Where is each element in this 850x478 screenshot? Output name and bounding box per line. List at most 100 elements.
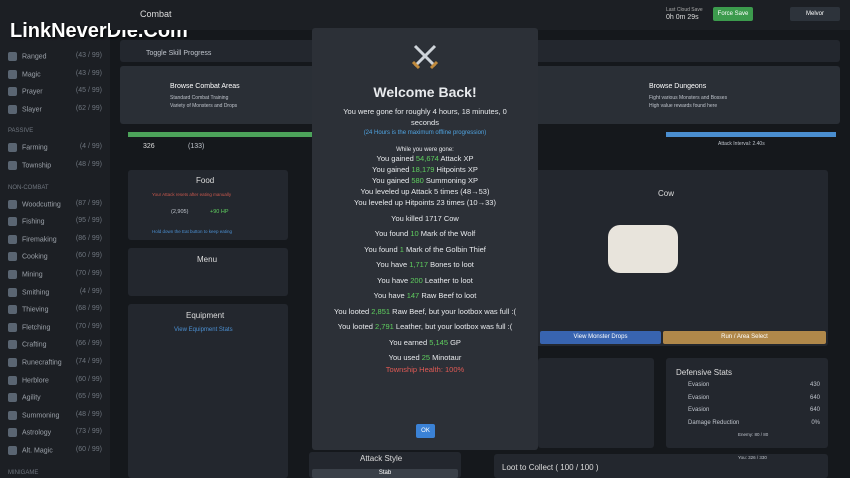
skill-row[interactable]: Runecrafting (74 / 99) [8, 358, 102, 367]
skill-row[interactable]: Fletching (70 / 99) [8, 322, 102, 332]
you-hp: You: 326 / 330 [738, 455, 767, 460]
skill-name: Firemaking [22, 236, 57, 244]
line-amount: 10 [410, 229, 419, 238]
toggle-label[interactable]: Toggle Skill Progress [146, 50, 212, 57]
skill-row[interactable]: Farming (4 / 99) [8, 143, 102, 153]
equipment-title: Equipment [186, 311, 225, 320]
loot-panel [494, 454, 828, 478]
stat-value: 640 [809, 394, 820, 401]
line-text: You leveled up Hitpoints 23 times (10→33… [354, 198, 496, 207]
skill-row[interactable]: Thieving (68 / 99) [8, 305, 102, 315]
skill-level: (68 / 99) [75, 305, 102, 313]
summary-line: You leveled up Attack 5 times (48→53) [312, 186, 538, 197]
food-note: Your Attack resets after eating manually [152, 192, 232, 197]
attack-interval: Attack Interval: 2.40s [718, 141, 765, 147]
skill-row[interactable]: Mining (70 / 99) [8, 270, 102, 279]
combat-areas-title[interactable]: Browse Combat Areas [170, 83, 240, 90]
skill-icon [8, 87, 17, 97]
summary-line: You gained 54,674 Attack XP [312, 153, 538, 164]
summary-line: You looted 2,791 Leather, but your lootb… [312, 321, 538, 332]
menu-title: Menu [197, 255, 218, 264]
skill-level: (60 / 99) [75, 375, 102, 383]
line-amount: 147 [406, 291, 420, 300]
skill-row[interactable]: Alt. Magic (60 / 99) [8, 446, 102, 455]
skill-level: (70 / 99) [75, 270, 102, 277]
skill-row[interactable]: Crafting (66 / 99) [8, 340, 102, 350]
stat-label: Evasion [688, 394, 710, 401]
offensive-panel [538, 358, 654, 448]
line-amount: 18,179 [411, 165, 435, 174]
line-text: You gained [372, 165, 412, 174]
skill-level: (66 / 99) [75, 340, 102, 348]
skill-icon [8, 305, 17, 315]
skill-row[interactable]: Prayer (45 / 99) [8, 87, 102, 97]
stat-value: 430 [809, 382, 820, 388]
run-button[interactable]: Run / Area Select [663, 331, 826, 344]
summary-line: You gained 580 Summoning XP [312, 175, 538, 186]
skill-name: Fletching [22, 324, 51, 332]
skill-level: (62 / 99) [75, 104, 102, 112]
skill-icon [8, 199, 17, 209]
line-amount: 1,717 [409, 260, 428, 269]
summary-line: You looted 2,851 Raw Beef, but your loot… [312, 306, 538, 317]
line-text: You leveled up Attack 5 times (48→53) [360, 187, 490, 196]
prayer-value: (133) [188, 143, 205, 150]
skill-row[interactable]: Agility (65 / 99) [8, 393, 102, 403]
skill-icon [8, 428, 17, 438]
skill-row[interactable]: Firemaking (86 / 99) [8, 234, 102, 244]
line-amount: 1 [399, 244, 404, 254]
hp-value: 326 [143, 143, 155, 150]
user-menu[interactable]: Melvor [790, 7, 840, 21]
skill-row[interactable]: Smithing (4 / 99) [8, 287, 102, 297]
skill-row[interactable]: Ranged (43 / 99) [8, 52, 102, 61]
dungeons-title[interactable]: Browse Dungeons [649, 83, 707, 90]
skill-icon [8, 252, 17, 262]
dungeons-line: High value rewards found here [649, 103, 718, 109]
line-text: You looted [337, 322, 376, 331]
skill-row[interactable]: Astrology (73 / 99) [8, 428, 102, 438]
combat-areas-line: Standard Combat Training [170, 95, 229, 101]
summary-line: You have 147 Raw Beef to loot [312, 290, 538, 301]
while-text: While you were gone: [396, 147, 454, 153]
monster-name: Cow [658, 189, 675, 198]
skill-row[interactable]: Township (48 / 99) [8, 161, 102, 170]
max-note: (24 Hours is the maximum offline progres… [363, 130, 487, 136]
summary-line: You earned 5,145 GP [312, 337, 538, 348]
line-amount: 580 [411, 176, 424, 185]
skill-row[interactable]: Cooking (60 / 99) [8, 252, 102, 262]
skill-icon [8, 393, 17, 403]
summary-line: You found 1 Mark of the Golbin Thief [312, 244, 538, 255]
skill-row[interactable]: Summoning (48 / 99) [8, 410, 102, 420]
skill-name: Astrology [22, 429, 52, 437]
line-text: Mark of the Wolf [418, 229, 476, 238]
skill-row[interactable]: Herblore (60 / 99) [8, 375, 102, 385]
save-time: 0h 0m 29s [666, 14, 699, 21]
food-title: Food [196, 176, 215, 185]
skill-name: Farming [22, 144, 48, 152]
skill-level: (43 / 99) [75, 69, 102, 77]
view-equipment-stats[interactable]: View Equipment Stats [174, 327, 233, 333]
skill-level: (95 / 99) [75, 217, 102, 225]
skill-row[interactable]: Magic (43 / 99) [8, 69, 102, 79]
summary-line: You killed 1717 Cow [312, 213, 538, 224]
skill-level: (45 / 99) [75, 87, 102, 95]
line-text: Raw Beef, but your lootbox was full :( [390, 306, 516, 316]
combat-areas-line: Variety of Monsters and Drops [170, 103, 238, 109]
line-text: GP [448, 337, 461, 347]
township-health: Township Health: 100% [385, 365, 465, 374]
skill-icon [8, 217, 17, 227]
ok-button[interactable]: OK [416, 424, 435, 438]
monster-drops-button[interactable]: View Monster Drops [540, 331, 661, 344]
skill-row[interactable]: Slayer (62 / 99) [8, 104, 102, 114]
skill-row[interactable]: Fishing (95 / 99) [8, 217, 102, 227]
line-text: You found [364, 244, 400, 254]
hp-bar [128, 132, 313, 137]
menu-panel [128, 248, 288, 296]
line-text: You gained [371, 176, 412, 185]
stab-button[interactable]: Stab [312, 469, 458, 478]
skill-row[interactable]: Woodcutting (87 / 99) [8, 199, 102, 209]
attack-style-title: Attack Style [360, 454, 403, 463]
skill-icon [8, 234, 17, 244]
food-heal: +90 HP [210, 209, 229, 215]
force-save-button[interactable]: Force Save [713, 7, 753, 21]
